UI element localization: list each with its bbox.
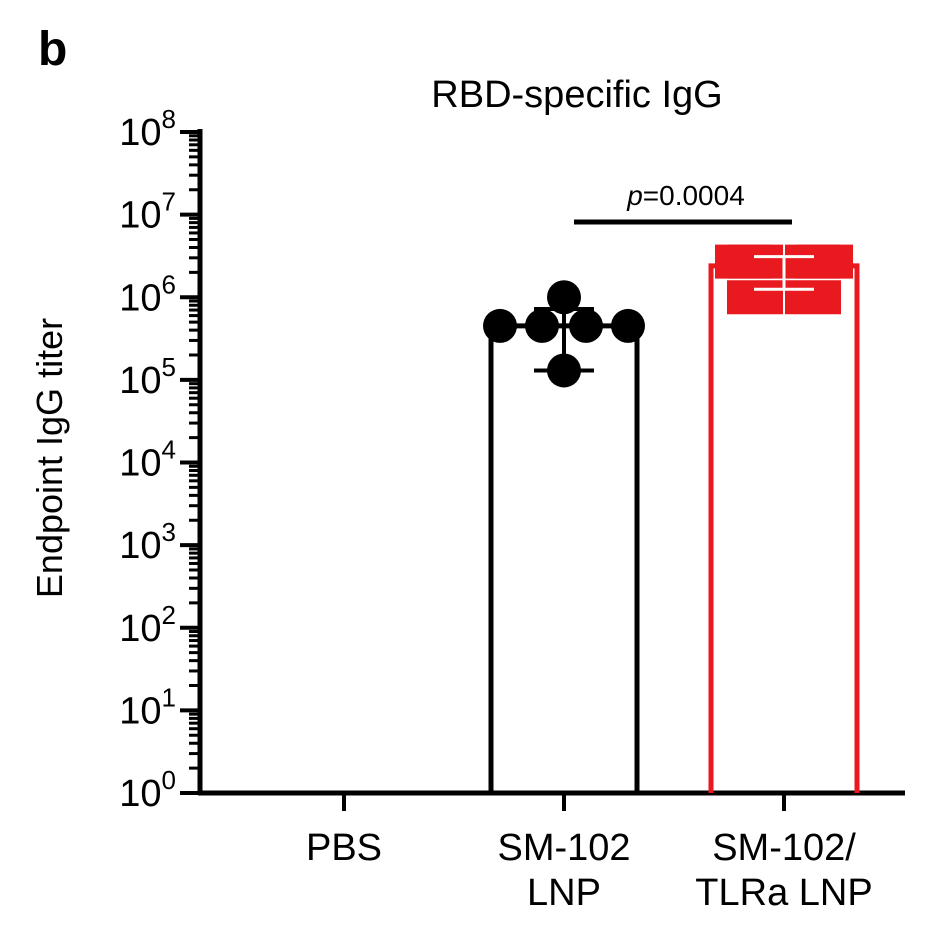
y-tick-label: 104 [119,435,176,485]
x-tick-label-line: PBS [306,827,382,869]
bar [708,263,860,793]
x-tick-label: PBS [306,827,382,869]
x-tick-label-line: LNP [527,872,601,914]
y-tick-exponent: 5 [162,352,176,382]
y-tick-base: 10 [119,443,161,485]
y-tick-exponent: 1 [162,682,176,712]
data-points [483,244,853,388]
bar [488,323,640,793]
data-point [483,308,517,343]
x-tick-label-line: TLRa LNP [695,872,872,914]
y-tick-base: 10 [119,608,161,650]
y-tick-exponent: 4 [162,435,176,465]
y-tick-exponent: 0 [162,765,176,795]
axes [197,129,905,796]
data-point [611,308,645,343]
y-tick-base: 10 [119,525,161,567]
y-tick-label: 102 [119,600,176,650]
y-tick-base: 10 [119,360,161,402]
chart-title: RBD-specific IgG [431,74,722,116]
y-tick-label: 105 [119,352,176,402]
x-tick-label: SM-102 LNP [497,827,630,914]
y-tick-label: 106 [119,269,176,319]
y-tick-base: 10 [119,773,161,815]
y-tick-label: 100 [119,765,176,815]
x-tick-labels: PBS SM-102 LNP SM-102/TLRa LNP [306,793,873,914]
p-value: =0.0004 [643,180,745,211]
y-axis-label: Endpoint IgG titer [29,318,70,598]
y-tick-base: 10 [119,195,161,237]
y-tick-exponent: 2 [162,600,176,630]
data-point [727,280,783,315]
y-tick-base: 10 [119,277,161,319]
data-point [797,244,853,279]
y-tick-label: 103 [119,517,176,567]
y-tick-label: 101 [119,682,176,732]
y-tick-label: 108 [119,104,176,154]
y-tick-exponent: 7 [162,187,176,217]
y-tick-exponent: 8 [162,104,176,134]
p-value-label: p=0.0004 [626,180,745,211]
significance-annotation: p=0.0004 [574,180,792,225]
data-point [525,308,559,343]
y-tick-exponent: 3 [162,517,176,547]
data-point [785,280,841,315]
x-tick-label-line: SM-102/ [712,827,856,869]
data-point [547,280,581,315]
y-tick-label: 107 [119,187,176,237]
panel-label: b [38,23,67,76]
y-tick-base: 10 [119,690,161,732]
error-bars [534,255,814,373]
x-tick-label: SM-102/TLRa LNP [695,827,872,914]
p-symbol: p [626,180,643,211]
data-point [715,244,771,279]
y-tick-exponent: 6 [162,269,176,299]
y-tick-base: 10 [119,112,161,154]
data-point [569,308,603,343]
x-tick-label-line: SM-102 [497,827,630,869]
bars [488,263,860,793]
